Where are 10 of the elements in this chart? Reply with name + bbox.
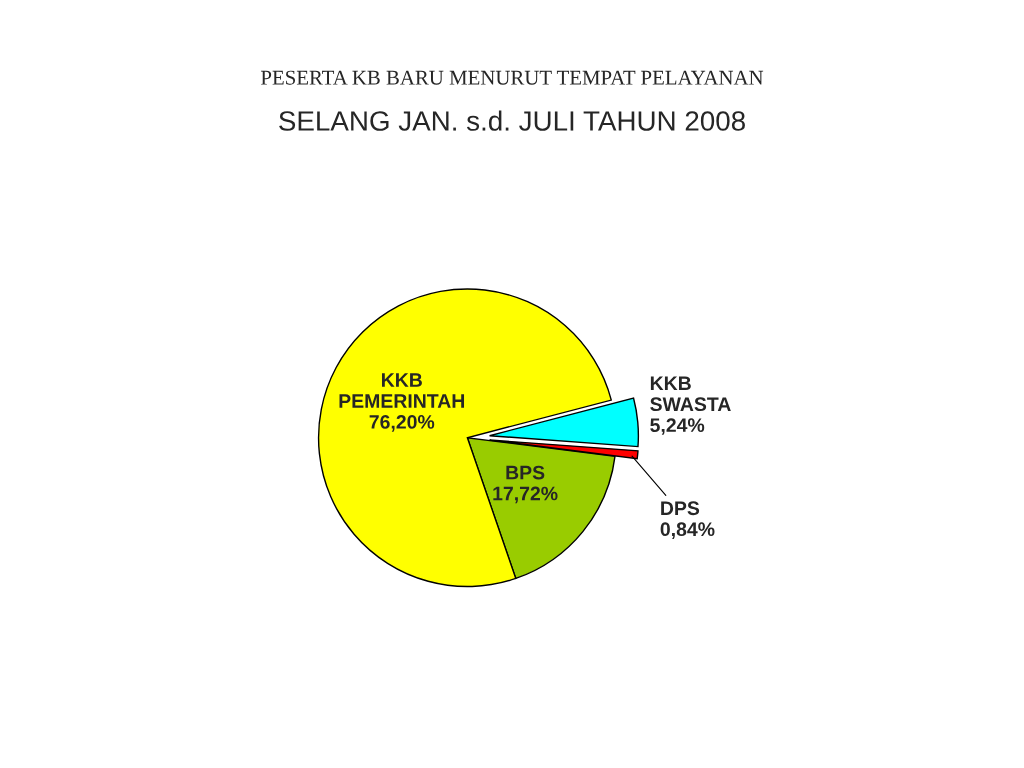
data-label: 0,84%: [660, 522, 715, 539]
chart-subtitle: SELANG JAN. s.d. JULI TAHUN 2008: [279, 110, 745, 131]
data-label: 5,24%: [650, 418, 705, 435]
slice-label: DPS: [661, 501, 700, 516]
data-label: 76,20%: [369, 415, 435, 432]
chart-title: PESERTA KB BARU MENURUT TEMPAT PELAYANAN: [261, 70, 764, 85]
slice-label: BPS: [506, 465, 545, 480]
slice-label: KKB SWASTA: [650, 376, 731, 412]
data-label: 17,72%: [493, 486, 558, 504]
slice-label: KKB PEMERINTAH: [339, 373, 465, 408]
